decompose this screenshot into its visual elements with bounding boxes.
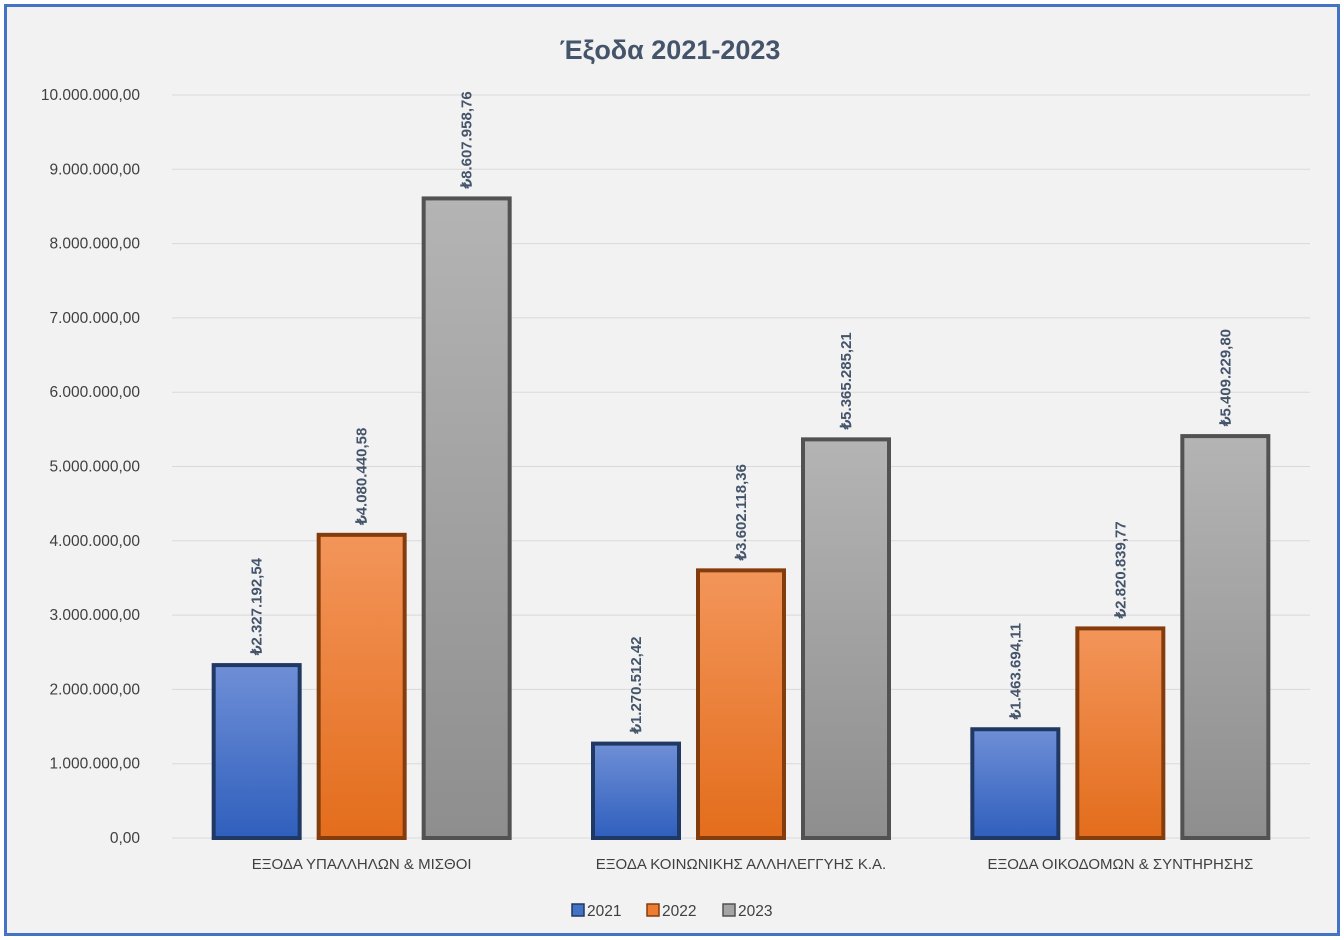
data-label: ₺5.365.285,21 xyxy=(838,332,855,430)
data-labels: ₺2.327.192,54 ₺4.080.440,58 ₺8.607.958,76 ₺… xyxy=(249,91,1235,734)
y-tick-label: 1.000.000,00 xyxy=(49,756,140,773)
chart-title: Έξοδα 2021-2023 xyxy=(560,35,781,65)
data-label: ₺2.327.192,54 xyxy=(249,557,266,656)
x-axis-ticks: ΕΞΟΔΑ ΥΠΑΛΛΗΛΩΝ & ΜΙΣΘΟΙ ΕΞΟΔΑ ΚΟΙΝΩΝΙΚΗΣ… xyxy=(252,856,1253,873)
y-tick-label: 7.000.000,00 xyxy=(49,310,140,327)
bar-2021 xyxy=(591,741,681,841)
y-tick-label: 3.000.000,00 xyxy=(49,607,140,624)
bar-2023 xyxy=(801,437,891,840)
data-label: ₺1.270.512,42 xyxy=(628,636,645,734)
y-tick-label: 0,00 xyxy=(110,830,141,847)
data-label: ₺1.463.694,11 xyxy=(1007,623,1024,720)
x-tick-label: ΕΞΟΔΑ ΟΙΚΟΔΟΜΩΝ & ΣΥΝΤΗΡΗΣΗΣ xyxy=(987,856,1253,873)
bar-2022 xyxy=(696,568,786,840)
legend-label: 2021 xyxy=(587,903,621,920)
y-tick-label: 5.000.000,00 xyxy=(49,459,140,476)
chart-frame: Έξοδα 2021-2023 0,00 1.000.000,00 2.000.00… xyxy=(4,4,1340,936)
data-label: ₺4.080.440,58 xyxy=(354,428,371,526)
bar-2021 xyxy=(970,727,1061,840)
y-tick-label: 9.000.000,00 xyxy=(49,161,140,178)
bar-2022 xyxy=(316,532,407,840)
data-label: ₺2.820.839,77 xyxy=(1112,521,1129,619)
legend-swatch xyxy=(722,903,736,917)
y-tick-label: 6.000.000,00 xyxy=(49,384,140,401)
bar-2023 xyxy=(1180,434,1271,840)
bar-chart: Έξοδα 2021-2023 0,00 1.000.000,00 2.000.00… xyxy=(41,35,1310,920)
legend-swatch xyxy=(571,903,585,917)
y-tick-label: 8.000.000,00 xyxy=(49,236,140,253)
legend-swatch xyxy=(646,903,660,917)
bar-2021 xyxy=(211,663,302,840)
legend: 2021 2022 2023 xyxy=(571,903,772,920)
legend-label: 2022 xyxy=(662,903,696,920)
y-tick-label: 10.000.000,00 xyxy=(41,87,141,104)
data-label: ₺8.607.958,76 xyxy=(459,91,476,189)
bar-2023 xyxy=(421,196,512,841)
bars xyxy=(211,196,1271,841)
x-tick-label: ΕΞΟΔΑ ΚΟΙΝΩΝΙΚΗΣ ΑΛΛΗΛΕΓΓΥΗΣ Κ.Α. xyxy=(596,856,886,873)
y-tick-label: 2.000.000,00 xyxy=(49,681,140,698)
legend-label: 2023 xyxy=(738,903,772,920)
y-axis-ticks: 0,00 1.000.000,00 2.000.000,00 3.000.000,00… xyxy=(41,87,141,847)
x-tick-label: ΕΞΟΔΑ ΥΠΑΛΛΗΛΩΝ & ΜΙΣΘΟΙ xyxy=(252,856,472,873)
y-tick-label: 4.000.000,00 xyxy=(49,533,140,550)
data-label: ₺5.409.229,80 xyxy=(1217,329,1234,427)
bar-2022 xyxy=(1075,626,1166,841)
data-label: ₺3.602.118,36 xyxy=(733,464,750,561)
